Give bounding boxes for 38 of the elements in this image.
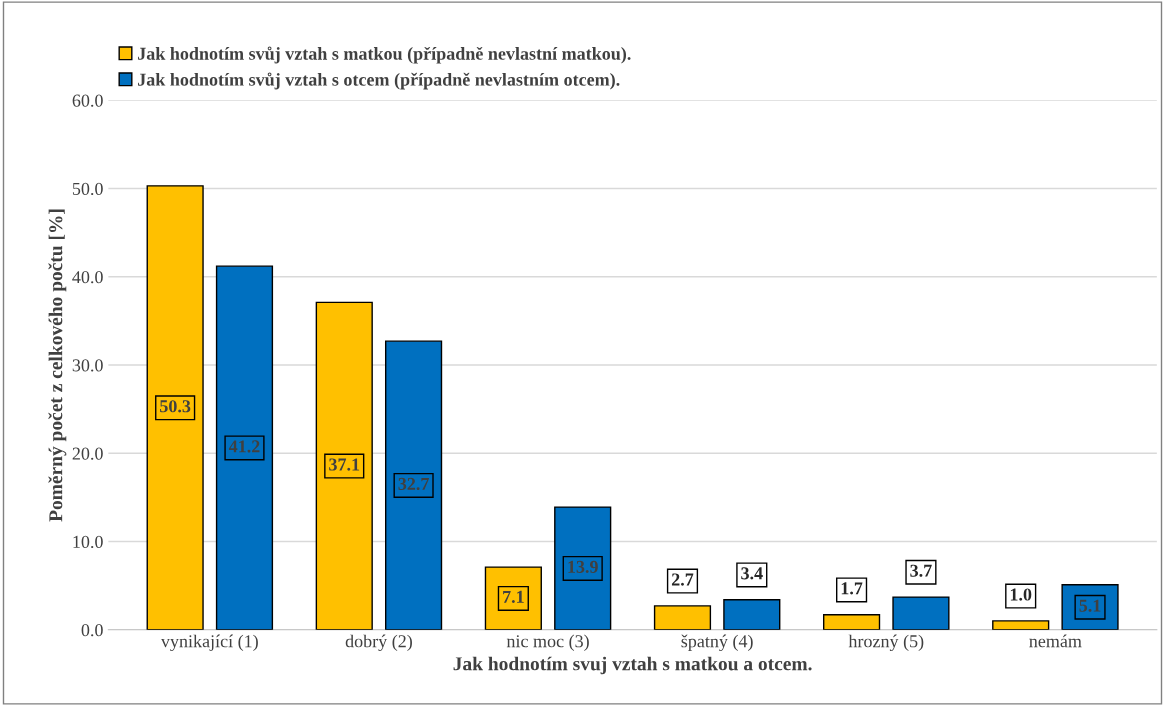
x-tick-label: nemám bbox=[1029, 634, 1082, 648]
y-tick-label: 10.0 bbox=[73, 535, 103, 549]
legend-label: Jak hodnotím svůj vztah s otcem (případně nevlastním otcem). bbox=[138, 72, 620, 90]
data-label: 50.3 bbox=[160, 400, 191, 413]
bar bbox=[723, 599, 781, 630]
bar bbox=[822, 614, 881, 630]
bar bbox=[384, 340, 443, 630]
data-label: 32.7 bbox=[398, 477, 429, 491]
y-tick-label: 20.0 bbox=[72, 447, 103, 460]
bar bbox=[315, 301, 373, 630]
legend-label: Jak hodnotím svůj vztah s matkou (případně nevlastní matkou). bbox=[138, 46, 631, 64]
data-label: 37.1 bbox=[329, 458, 360, 471]
x-tick-label: vynikající (1) bbox=[160, 634, 258, 652]
bar bbox=[146, 185, 204, 630]
x-tick-label: nic moc (3) bbox=[506, 634, 589, 651]
data-label: 3.4 bbox=[741, 567, 763, 580]
bar bbox=[992, 620, 1050, 630]
y-tick-label: 40.0 bbox=[72, 271, 103, 284]
y-tick-label: 60.0 bbox=[72, 94, 103, 107]
y-tick-label: 0.0 bbox=[81, 624, 103, 637]
bar bbox=[215, 265, 274, 630]
y-tick-label: 50.0 bbox=[72, 182, 103, 196]
x-tick-label: špatný (4) bbox=[681, 634, 753, 652]
data-label: 13.9 bbox=[568, 560, 598, 574]
y-axis-title: Poměrný počet z celkového počtu [%] bbox=[48, 209, 67, 522]
data-label: 3.7 bbox=[910, 564, 932, 577]
data-label: 2.7 bbox=[671, 573, 694, 586]
x-tick-label: hrozný (5) bbox=[848, 634, 924, 652]
x-axis-title: Jak hodnotím svuj vztah s matkou a otcem. bbox=[453, 656, 812, 675]
bar bbox=[653, 605, 712, 630]
y-tick-label: 30.0 bbox=[72, 359, 103, 372]
data-label: 5.1 bbox=[1079, 599, 1101, 612]
data-label: 1.0 bbox=[1010, 588, 1032, 601]
x-tick-label: dobrý (2) bbox=[345, 634, 412, 652]
data-label: 1.7 bbox=[841, 582, 863, 595]
bar bbox=[892, 596, 950, 630]
data-label: 7.1 bbox=[503, 590, 524, 604]
data-label: 41.2 bbox=[228, 440, 260, 453]
